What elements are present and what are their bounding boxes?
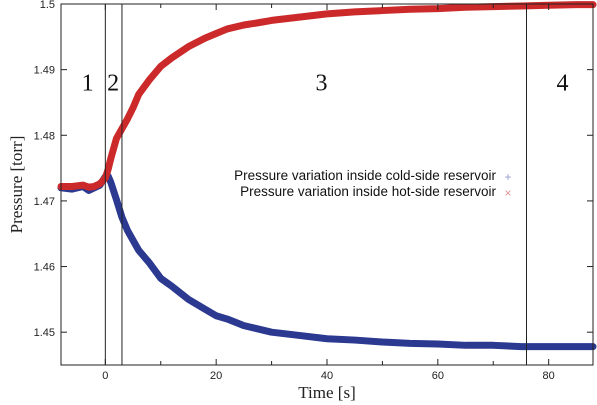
phase-label: 2 — [107, 71, 119, 97]
y-tick-label: 1.47 — [34, 196, 55, 208]
y-tick-label: 1.5 — [40, 0, 55, 11]
y-axis-title: Pressure [torr] — [7, 136, 26, 234]
phase-label: 1 — [82, 71, 94, 97]
y-tick-label: 1.49 — [34, 65, 55, 77]
series-layer — [57, 1, 597, 351]
legend-label-2: Pressure variation inside hot-side reser… — [240, 184, 496, 199]
phase-label: 3 — [315, 71, 327, 97]
y-tick-label: 1.48 — [34, 130, 55, 142]
x-tick-label: 60 — [432, 370, 444, 382]
x-axis-title: Time [s] — [298, 383, 355, 402]
y-tick-label: 1.46 — [34, 262, 55, 274]
x-tick-label: 80 — [543, 370, 555, 382]
y-tick-label: 1.45 — [34, 327, 55, 339]
series-line-1 — [57, 172, 597, 351]
x-tick-label: 20 — [210, 370, 222, 382]
legend: Pressure variation inside cold-side rese… — [234, 168, 511, 200]
x-tick-label: 40 — [321, 370, 333, 382]
series-line-2 — [57, 1, 597, 191]
phase-label: 4 — [557, 71, 569, 97]
axis-ticks: 0 20 40 60 80 1.45 1.46 1.47 1.48 1.49 1.5 — [34, 0, 593, 382]
x-tick-label: 0 — [102, 370, 108, 382]
legend-marker-1: + — [504, 170, 511, 184]
legend-label-1: Pressure variation inside cold-side rese… — [234, 168, 496, 183]
legend-marker-2: × — [504, 186, 511, 200]
phase-lines — [104, 4, 527, 365]
